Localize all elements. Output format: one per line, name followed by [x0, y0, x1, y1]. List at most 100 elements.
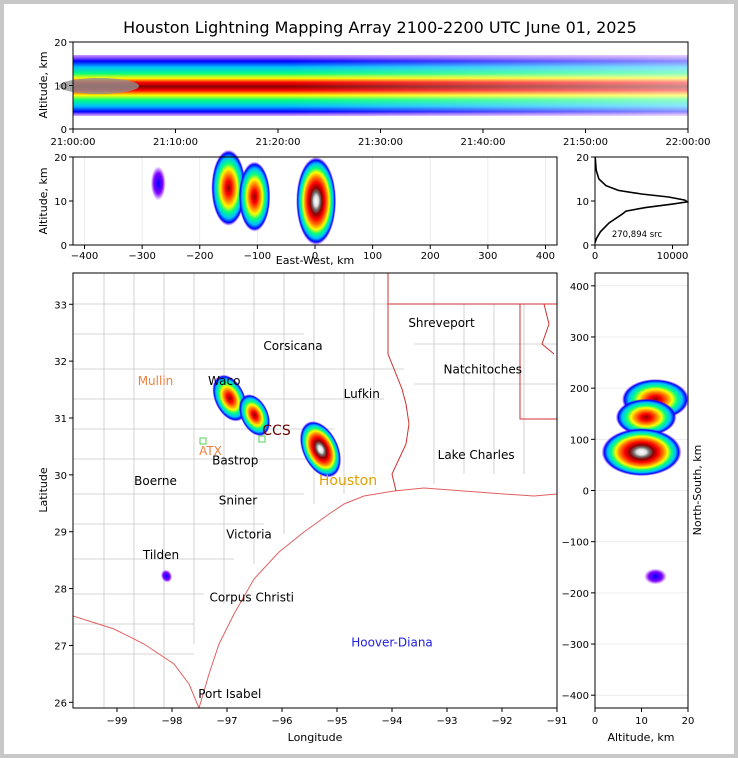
place-label: Boerne — [134, 474, 177, 488]
altitude-time-fade — [73, 55, 688, 116]
plan-view-xtick-label: −92 — [491, 716, 512, 727]
altitude-time-xtick-label: 21:20:00 — [256, 137, 301, 148]
state-borders — [387, 273, 557, 492]
altitude-ns-xtick-label: 10 — [635, 716, 648, 727]
histogram-annotation: 270,894 src — [612, 230, 663, 240]
panel-altitude-time: 21:00:00 21:10:00 21:20:00 21:30:00 21:40:00… — [37, 38, 710, 148]
figure: Houston Lightning Mapping Array 2100-220… — [4, 4, 734, 754]
plan-view-ytick-label: 26 — [54, 698, 67, 709]
altitude-ns-ytick-label: 400 — [570, 282, 589, 293]
panel-plan-view-border — [72, 272, 558, 709]
altitude-time-ytick-label: 10 — [54, 82, 67, 93]
altitude-ew-xtick-label: −300 — [128, 251, 155, 262]
histogram-ytick-label: 20 — [576, 153, 589, 164]
altitude-ns-ytick-label: −200 — [562, 589, 589, 600]
altitude-time-xtick-label: 22:00:00 — [666, 137, 711, 148]
histogram-ytick-label: 10 — [576, 197, 589, 208]
place-label: ATX — [199, 444, 222, 458]
place-label: Corsicana — [263, 339, 322, 353]
station-marker-atx — [199, 437, 207, 445]
place-label: Bastrop — [212, 454, 258, 468]
altitude-ns-ylabel: North-South, km — [691, 445, 704, 536]
altitude-ns-xlabel: Altitude, km — [607, 731, 674, 744]
altitude-ew-xtick-label: 0 — [312, 251, 318, 262]
histogram-xtick-label: 10000 — [657, 251, 689, 262]
altitude-ns-ytick-label: 0 — [583, 487, 589, 498]
place-label: Victoria — [226, 528, 272, 542]
altitude-ew-storm-cell — [296, 157, 337, 245]
plan-view-ytick-label: 32 — [54, 357, 67, 368]
altitude-ew-xtick-label: −200 — [186, 251, 213, 262]
place-label: Tilden — [142, 548, 179, 562]
altitude-ns-xtick-label: 20 — [682, 716, 695, 727]
panel-plan-view-frame — [73, 273, 557, 708]
plan-view-ytick-label: 27 — [54, 641, 67, 652]
altitude-ew-ytick-label: 20 — [54, 153, 67, 164]
panel-histogram: 0 10000 0 10 20 270,894 src — [576, 153, 690, 262]
plan-view-storm-cell — [212, 374, 248, 422]
altitude-time-ylabel: Altitude, km — [37, 51, 50, 118]
altitude-time-xtick-label: 21:30:00 — [358, 137, 403, 148]
figure-canvas: Houston Lightning Mapping Array 2100-220… — [37, 18, 710, 744]
plan-view-xtick-label: −95 — [326, 716, 347, 727]
plan-view-storm-cell — [160, 569, 173, 583]
altitude-time-xtick-label: 21:50:00 — [563, 137, 608, 148]
altitude-ns-ytick-label: −400 — [562, 691, 589, 702]
altitude-time-core — [59, 78, 139, 94]
coastline — [73, 487, 557, 708]
altitude-ew-xtick-label: 300 — [478, 251, 497, 262]
panel-altitude-ns: −400 −300 −200 −100 0 100 200 300 400 0 10 20 North… — [562, 272, 704, 744]
plan-view-ytick-label: 33 — [54, 300, 67, 311]
station-marker-ccs — [258, 435, 266, 443]
altitude-ew-ylabel: Altitude, km — [37, 167, 50, 234]
histogram-xtick-label: 0 — [592, 251, 598, 262]
place-label: CCS — [262, 423, 291, 439]
altitude-time-xtick-label: 21:10:00 — [153, 137, 198, 148]
altitude-ew-ytick-label: 10 — [54, 197, 67, 208]
place-label: Natchitoches — [444, 363, 522, 377]
altitude-ns-ytick-label: 100 — [570, 435, 589, 446]
histogram-ytick-label: 0 — [583, 241, 589, 252]
panel-altitude-ns-border — [594, 272, 689, 709]
altitude-time-xtick-label: 21:40:00 — [461, 137, 506, 148]
plan-view-ytick-label: 30 — [54, 471, 67, 482]
plan-view-xtick-label: −94 — [381, 716, 402, 727]
altitude-ew-storm-cell — [238, 161, 271, 232]
altitude-ns-storm-cell — [601, 428, 682, 477]
panel-altitude-ew-border — [72, 156, 558, 246]
altitude-ew-xtick-label: 200 — [421, 251, 440, 262]
plan-view-storm-cell — [238, 394, 271, 437]
plan-view-xtick-label: −91 — [546, 716, 567, 727]
altitude-ns-ytick-label: −300 — [562, 640, 589, 651]
altitude-ew-storm-cell — [150, 166, 166, 201]
panel-altitude-ew: −400 −300 −200 −100 0 100 200 300 400 0 10 20 Altit… — [37, 149, 558, 267]
plan-view-ytick-label: 28 — [54, 585, 67, 596]
histogram-line — [594, 156, 690, 244]
altitude-ew-xtick-label: −100 — [244, 251, 271, 262]
plan-view-xtick-label: −99 — [106, 716, 127, 727]
place-label: Houston — [319, 473, 377, 489]
plan-view-ytick-label: 29 — [54, 528, 67, 539]
panel-histogram-border — [594, 156, 689, 246]
place-label: Hoover-Diana — [351, 636, 433, 650]
place-label: Lufkin — [344, 387, 380, 401]
altitude-time-ytick-label: 20 — [54, 38, 67, 49]
plan-view-ylabel: Latitude — [37, 467, 50, 513]
altitude-ns-ytick-label: 300 — [570, 333, 589, 344]
altitude-ew-storm-cell — [211, 149, 246, 226]
place-label: Sniner — [219, 493, 258, 507]
altitude-ew-xtick-label: 400 — [536, 251, 555, 262]
altitude-ew-xlabel: East-West, km — [276, 254, 354, 267]
place-label: Port Isabel — [198, 687, 261, 701]
place-label: Corpus Christi — [210, 591, 295, 605]
altitude-ew-xtick-label: 100 — [363, 251, 382, 262]
panel-altitude-time-border — [72, 41, 689, 130]
altitude-ns-ytick-label: −100 — [562, 538, 589, 549]
altitude-ew-xtick-label: −400 — [71, 251, 98, 262]
place-label: Waco — [208, 374, 240, 388]
panel-plan-view: Shreveport Corsicana Natchitoches Mullin Wac… — [37, 272, 568, 744]
place-label: Lake Charles — [438, 448, 515, 462]
plan-view-storm-cell — [299, 421, 342, 478]
plan-view-ytick-label: 31 — [54, 414, 67, 425]
altitude-ns-xtick-label: 0 — [592, 716, 598, 727]
